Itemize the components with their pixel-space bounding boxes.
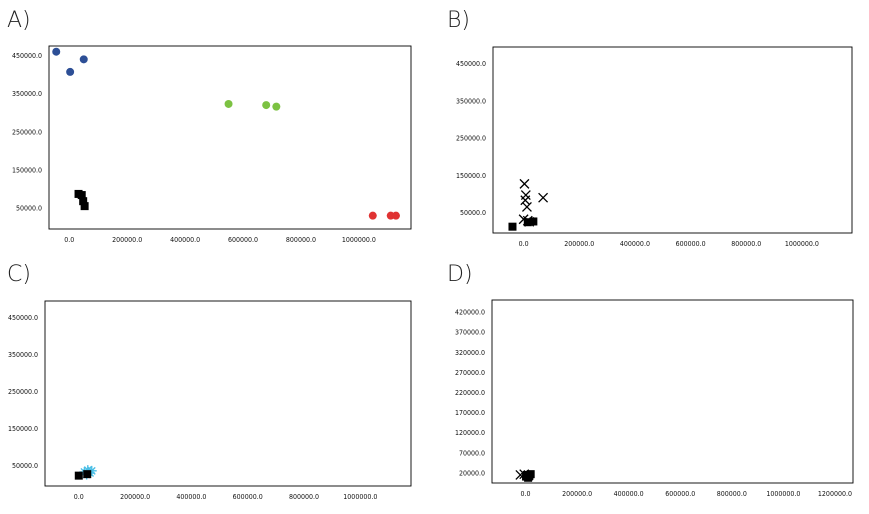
x-tick-label: 600000.0: [228, 236, 258, 244]
data-point: [526, 470, 535, 479]
x-tick-label: 400000.0: [170, 236, 200, 244]
x-tick-label: 400000.0: [176, 493, 206, 501]
panel-label-d: D): [447, 262, 473, 287]
data-point: [508, 222, 517, 231]
data-point: [368, 211, 377, 220]
plot-frame: [44, 300, 412, 487]
data-point: [262, 101, 271, 110]
data-point: [519, 178, 530, 189]
y-tick-label: 220000.0: [455, 389, 485, 397]
x-tick-label: 200000.0: [112, 236, 142, 244]
y-tick-label: 50000.0: [16, 205, 42, 213]
data-point: [77, 191, 86, 200]
plot-frame: [48, 45, 412, 230]
y-tick-label: 320000.0: [455, 349, 485, 357]
data-point: [52, 47, 61, 56]
data-point: [79, 55, 88, 64]
data-point: [391, 211, 400, 220]
x-tick-label: 1000000.0: [343, 493, 377, 501]
scatter-plot-a: 0.0 200000.0 400000.0 600000.0 800000.0 10000…: [12, 45, 412, 244]
plot-frame: [492, 46, 853, 234]
y-tick-label: 250000.0: [12, 128, 42, 136]
y-tick-label: 370000.0: [455, 329, 485, 337]
y-tick-label: 420000.0: [455, 309, 485, 317]
x-tick-label: 200000.0: [562, 490, 592, 498]
x-tick-label: 0.0: [74, 493, 84, 501]
y-tick-label: 270000.0: [455, 369, 485, 377]
data-point: [66, 67, 75, 76]
data-point: [523, 218, 532, 227]
y-tick-label: 120000.0: [455, 429, 485, 437]
x-tick-label: 0.0: [64, 236, 74, 244]
panel-label-a: A): [7, 8, 31, 33]
y-tick-label: 250000.0: [456, 135, 486, 143]
x-tick-label: 200000.0: [120, 493, 150, 501]
data-point: [83, 470, 92, 479]
data-point: [74, 471, 83, 480]
data-point: [522, 472, 531, 481]
y-tick-label: 150000.0: [456, 172, 486, 180]
data-point: [224, 99, 233, 108]
x-tick-label: 800000.0: [717, 490, 747, 498]
x-tick-label: 800000.0: [731, 240, 761, 248]
y-tick-label: 450000.0: [8, 314, 38, 322]
data-point: [520, 195, 531, 206]
x-tick-label: 1000000.0: [785, 240, 819, 248]
x-tick-label: 1000000.0: [342, 236, 376, 244]
scatter-plot-d: 0.0 200000.0 400000.0 600000.0 800000.0 10000…: [455, 299, 854, 498]
x-tick-label: 1000000.0: [766, 490, 800, 498]
panel-label-b: B): [447, 8, 470, 33]
data-point: [86, 465, 97, 476]
y-tick-label: 450000.0: [12, 52, 42, 60]
data-point: [80, 202, 89, 211]
y-tick-label: 150000.0: [8, 425, 38, 433]
data-point: [529, 217, 538, 226]
x-tick-label: 800000.0: [286, 236, 316, 244]
x-tick-label: 400000.0: [614, 490, 644, 498]
y-tick-label: 250000.0: [8, 388, 38, 396]
scatter-plot-c: 0.0 200000.0 400000.0 600000.0 800000.0 10000…: [8, 300, 412, 501]
data-point: [79, 197, 88, 206]
y-tick-label: 350000.0: [12, 90, 42, 98]
x-tick-label: 1200000.0: [818, 490, 852, 498]
x-tick-label: 200000.0: [564, 240, 594, 248]
scatter-plot-b: 0.0 200000.0 400000.0 600000.0 800000.0 10000…: [456, 46, 853, 248]
data-point: [272, 102, 281, 111]
y-tick-label: 50000.0: [460, 209, 486, 217]
y-tick-label: 50000.0: [12, 462, 38, 470]
x-tick-label: 600000.0: [676, 240, 706, 248]
y-tick-label: 20000.0: [459, 469, 485, 477]
y-tick-label: 70000.0: [459, 449, 485, 457]
x-tick-label: 0.0: [519, 240, 529, 248]
x-tick-label: 600000.0: [233, 493, 263, 501]
y-tick-label: 350000.0: [8, 351, 38, 359]
y-tick-label: 350000.0: [456, 97, 486, 105]
y-tick-label: 450000.0: [456, 60, 486, 68]
y-tick-label: 170000.0: [455, 409, 485, 417]
plot-frame: [491, 299, 854, 484]
x-tick-label: 0.0: [521, 490, 531, 498]
x-tick-label: 400000.0: [620, 240, 650, 248]
y-tick-label: 150000.0: [12, 166, 42, 174]
panel-label-c: C): [7, 262, 31, 287]
data-point: [521, 202, 532, 212]
data-point: [538, 192, 549, 203]
x-tick-label: 800000.0: [289, 493, 319, 501]
x-tick-label: 600000.0: [665, 490, 695, 498]
